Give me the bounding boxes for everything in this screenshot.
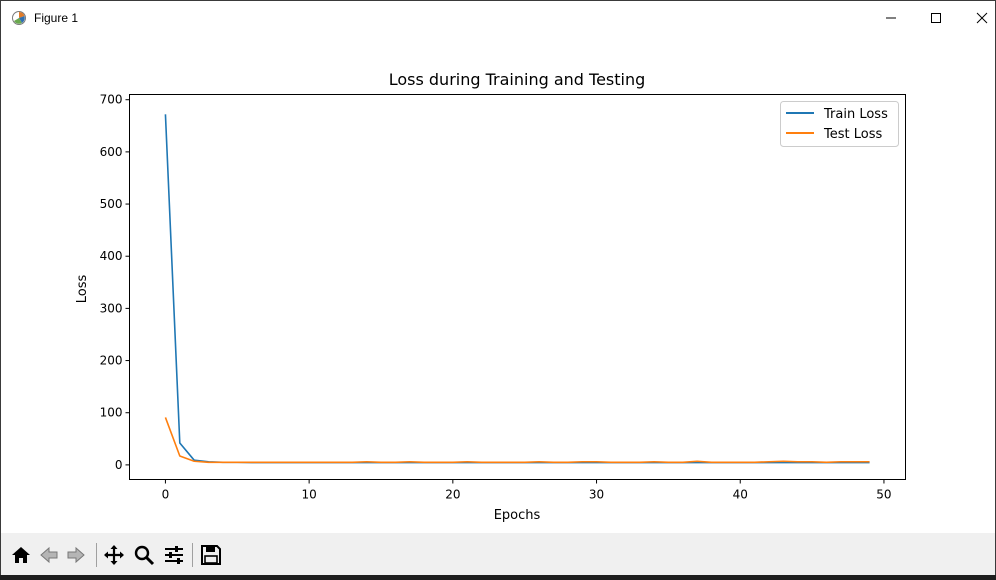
y-axis-label: Loss	[75, 275, 90, 304]
y-tick-label: 700	[100, 93, 123, 107]
pan-icon	[104, 545, 124, 565]
toolbar-separator	[96, 543, 97, 567]
window-title: Figure 1	[34, 11, 79, 25]
y-tick-label: 100	[100, 406, 123, 420]
y-tick-label: 200	[100, 354, 123, 368]
title-bar[interactable]: Figure 1	[1, 1, 995, 35]
maximize-icon	[931, 13, 941, 23]
forward-arrow-icon	[67, 546, 85, 564]
x-tick-label: 50	[876, 488, 891, 502]
save-icon	[201, 545, 221, 565]
minimize-button[interactable]	[868, 1, 914, 35]
y-tick-label: 0	[115, 458, 123, 472]
minimize-icon	[886, 17, 896, 19]
legend-label-train-loss: Train Loss	[823, 107, 888, 122]
toolbar-separator	[192, 543, 193, 567]
loss-chart: Loss during Training and Testing 0 10 20 30…	[75, 70, 906, 523]
save-button[interactable]	[197, 541, 225, 569]
chart-title: Loss during Training and Testing	[389, 70, 646, 89]
forward-button[interactable]	[62, 541, 90, 569]
back-arrow-icon	[40, 546, 58, 564]
x-tick-label: 30	[589, 488, 604, 502]
navigation-toolbar	[1, 533, 995, 577]
y-tick-label: 500	[100, 197, 123, 211]
legend-label-test-loss: Test Loss	[823, 127, 882, 142]
home-button[interactable]	[7, 541, 35, 569]
legend: Train Loss Test Loss	[780, 101, 899, 147]
x-axis-label: Epochs	[494, 508, 541, 523]
series-line-train-loss	[164, 114, 870, 464]
y-tick-label: 400	[100, 249, 123, 263]
axes-frame	[129, 94, 906, 480]
x-tick-label: 40	[733, 488, 748, 502]
background-editor-strip	[0, 575, 996, 580]
zoom-button[interactable]	[130, 541, 158, 569]
pan-button[interactable]	[100, 541, 128, 569]
plot-canvas[interactable]: Loss during Training and Testing 0 10 20 30…	[1, 35, 995, 533]
y-tick-label: 600	[100, 145, 123, 159]
zoom-icon	[134, 545, 155, 566]
y-tick-label: 300	[100, 301, 123, 315]
x-tick-label: 10	[301, 488, 316, 502]
matplotlib-app-icon	[11, 10, 27, 26]
close-icon	[976, 12, 988, 24]
x-tick-label: 20	[445, 488, 460, 502]
configure-subplots-icon	[165, 546, 183, 564]
x-tick-label: 0	[162, 488, 170, 502]
configure-subplots-button[interactable]	[160, 541, 188, 569]
back-button[interactable]	[35, 541, 63, 569]
close-button[interactable]	[959, 1, 995, 35]
series-line-test-loss	[164, 417, 870, 464]
maximize-button[interactable]	[913, 1, 959, 35]
home-icon	[12, 547, 30, 563]
